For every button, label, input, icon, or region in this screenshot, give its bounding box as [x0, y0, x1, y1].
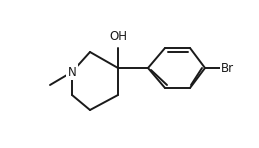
Text: Br: Br	[221, 62, 234, 74]
Text: N: N	[68, 66, 76, 78]
Text: OH: OH	[109, 30, 127, 43]
